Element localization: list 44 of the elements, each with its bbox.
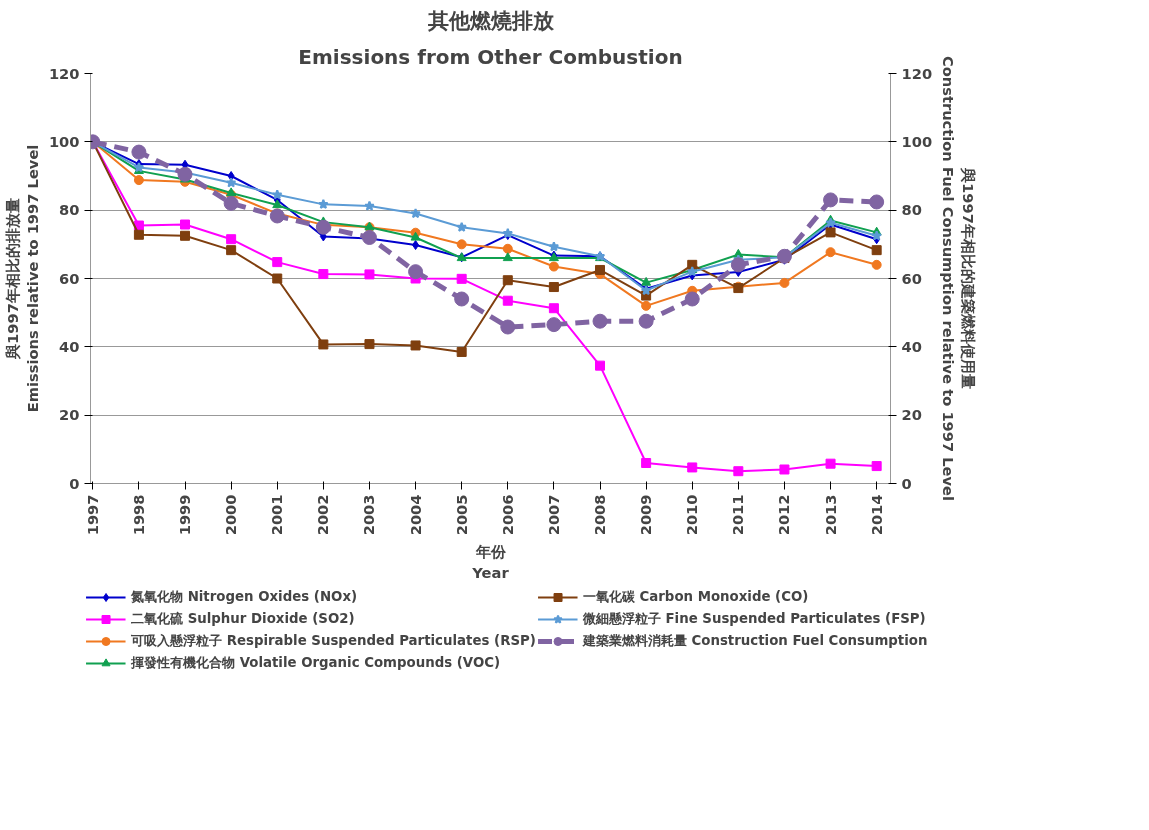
x-tick-label: 2009 (637, 494, 655, 536)
x-tick-label: 1998 (129, 494, 147, 536)
x-tick-label: 2006 (498, 494, 516, 536)
legend-label: 可吸入懸浮粒子 Respirable Suspended Particulates (RSP) (131, 632, 536, 650)
legend-label: 氮氧化物 Nitrogen Oxides (NOx) (131, 588, 358, 606)
legend-label: 二氧化硫 Sulphur Dioxide (SO2) (131, 610, 355, 628)
y2-tick-label: 20 (901, 406, 922, 424)
x-tick-label: 2000 (222, 494, 240, 536)
legend-label: 揮發性有機化合物 Volatile Organic Compounds (VOC) (131, 654, 501, 672)
y-tick-label: 0 (69, 474, 80, 492)
x-tick-label: 2002 (314, 494, 332, 536)
legend-label: 建築業燃料消耗量 Construction Fuel Consumption (582, 632, 928, 650)
legend-label: 微細懸浮粒子 Fine Suspended Particulates (FSP) (582, 610, 926, 628)
x-tick-label: 1997 (83, 494, 101, 536)
y2-tick-label: 0 (901, 474, 912, 492)
y-tick-label: 40 (59, 337, 80, 355)
y2-tick-label: 40 (901, 337, 922, 355)
y2-tick-label: 100 (901, 132, 933, 150)
y-axis-title: 與1997年相比的排放量 Emissions relative to 1997 Level (3, 144, 41, 413)
x-tick-label: 2001 (268, 494, 286, 536)
chart-title: 其他燃燒排放 (426, 7, 555, 33)
x-tick-label: 2003 (360, 494, 378, 536)
x-tick-label: 2014 (867, 494, 885, 536)
y2-tick-label: 60 (901, 269, 922, 287)
x-tick-label: 2007 (544, 494, 562, 536)
x-tick-label: 2012 (775, 494, 793, 536)
y-tick-label: 20 (59, 406, 80, 424)
y-tick-label: 60 (59, 269, 80, 287)
y-tick-label: 100 (48, 132, 80, 150)
y-tick-label: 80 (59, 201, 80, 219)
y2-tick-label: 80 (901, 201, 922, 219)
x-tick-label: 2005 (452, 494, 470, 536)
x-tick-label: 2004 (406, 494, 424, 536)
x-tick-label: 2008 (591, 494, 609, 536)
y-tick-label: 120 (48, 64, 80, 82)
chart-subtitle: Emissions from Other Combustion (298, 44, 683, 69)
x-tick-label: 2013 (821, 494, 839, 536)
x-axis-title: 年份 Year (471, 543, 510, 581)
y2-tick-label: 120 (901, 64, 933, 82)
x-tick-label: 2010 (683, 494, 701, 536)
x-tick-label: 1999 (176, 494, 194, 536)
legend-label: 一氧化碳 Carbon Monoxide (CO) (582, 588, 809, 606)
y2-axis-title: 與1997年相比的建築燃料使用量 Construction Fuel Consumption relative to 1997 Level (940, 55, 978, 502)
x-tick-label: 2011 (729, 494, 747, 536)
